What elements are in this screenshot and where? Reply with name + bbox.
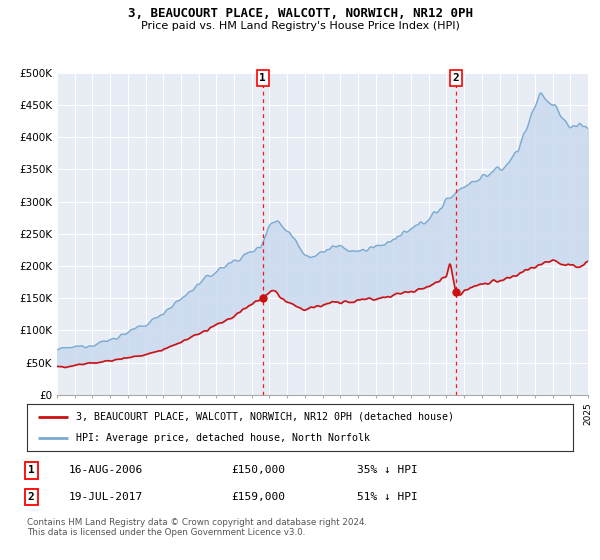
Text: 16-AUG-2006: 16-AUG-2006 [69, 465, 143, 475]
Text: 2: 2 [28, 492, 35, 502]
Text: 1: 1 [28, 465, 35, 475]
Text: HPI: Average price, detached house, North Norfolk: HPI: Average price, detached house, Nort… [76, 433, 370, 444]
Text: Price paid vs. HM Land Registry's House Price Index (HPI): Price paid vs. HM Land Registry's House … [140, 21, 460, 31]
Text: 1: 1 [259, 73, 266, 83]
Text: 2: 2 [452, 73, 460, 83]
Text: 51% ↓ HPI: 51% ↓ HPI [357, 492, 418, 502]
Text: 3, BEAUCOURT PLACE, WALCOTT, NORWICH, NR12 0PH: 3, BEAUCOURT PLACE, WALCOTT, NORWICH, NR… [128, 7, 473, 20]
Text: £159,000: £159,000 [231, 492, 285, 502]
Text: £150,000: £150,000 [231, 465, 285, 475]
Text: Contains HM Land Registry data © Crown copyright and database right 2024.
This d: Contains HM Land Registry data © Crown c… [27, 518, 367, 538]
Text: 19-JUL-2017: 19-JUL-2017 [69, 492, 143, 502]
Text: 3, BEAUCOURT PLACE, WALCOTT, NORWICH, NR12 0PH (detached house): 3, BEAUCOURT PLACE, WALCOTT, NORWICH, NR… [76, 412, 454, 422]
Text: 35% ↓ HPI: 35% ↓ HPI [357, 465, 418, 475]
